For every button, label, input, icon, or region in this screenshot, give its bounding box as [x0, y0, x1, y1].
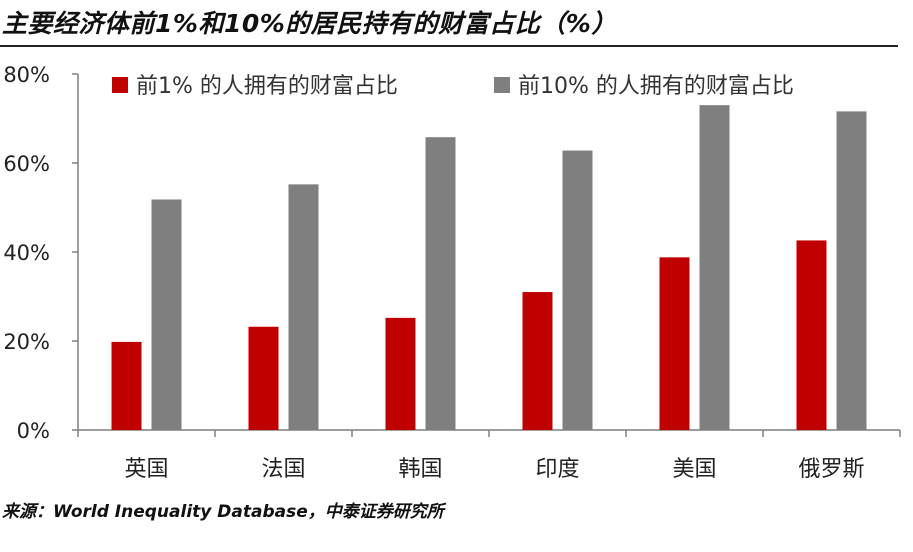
y-tick-label: 40%	[3, 241, 50, 265]
title-divider	[0, 45, 898, 47]
y-tick-label: 80%	[3, 63, 50, 87]
bar-top1	[385, 317, 416, 430]
legend-label: 前10% 的人拥有的财富占比	[518, 74, 794, 99]
source-note: 来源：World Inequality Database，中泰证券研究所	[2, 502, 444, 522]
x-category-label: 俄罗斯	[798, 457, 864, 482]
bar-top10	[699, 105, 730, 431]
bar-top1	[659, 257, 690, 430]
bar-top10	[562, 150, 593, 431]
bar-top1	[111, 341, 142, 430]
x-category-label: 英国	[124, 457, 168, 482]
chart-legend: 前1% 的人拥有的财富占比 前10% 的人拥有的财富占比	[112, 74, 794, 99]
legend-swatch	[112, 77, 128, 93]
bar-top1	[522, 292, 553, 430]
x-category-label: 印度	[535, 457, 579, 482]
y-tick-label: 20%	[3, 330, 50, 354]
y-tick-label: 60%	[3, 152, 50, 176]
chart-labels: 0% 20% 40% 60% 80% 英国 法国 韩国 印度 美国 俄罗斯	[3, 63, 864, 482]
legend-label: 前1% 的人拥有的财富占比	[136, 74, 398, 99]
y-tick-label: 0%	[17, 419, 50, 443]
bar-top10	[151, 199, 182, 430]
x-category-label: 美国	[672, 457, 716, 482]
x-category-label: 法国	[261, 457, 305, 482]
legend-swatch	[494, 77, 510, 93]
bar-top1	[796, 240, 827, 430]
x-category-label: 韩国	[398, 457, 442, 482]
chart-axes	[72, 73, 901, 437]
bar-top10	[425, 137, 456, 430]
bar-top10	[288, 184, 319, 430]
bar-top10	[836, 111, 867, 430]
bar-top1	[248, 326, 279, 430]
chart-title: 主要经济体前1%和10%的居民持有的财富占比（%）	[2, 9, 617, 38]
chart-bars	[111, 105, 867, 431]
